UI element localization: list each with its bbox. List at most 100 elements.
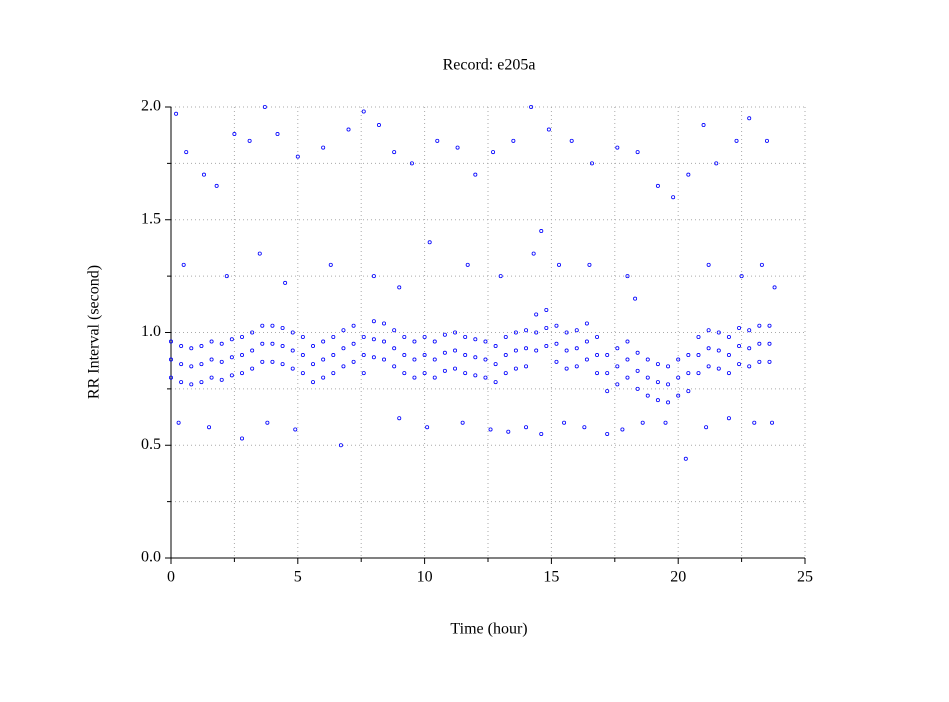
data-point [250, 348, 255, 353]
data-point [726, 416, 731, 421]
data-point [250, 330, 255, 335]
data-point [491, 150, 496, 155]
data-point [270, 341, 275, 346]
data-point [422, 353, 427, 358]
data-point [714, 161, 719, 166]
data-point [361, 371, 366, 376]
data-point [757, 323, 762, 328]
data-point [584, 339, 589, 344]
data-point [635, 368, 640, 373]
y-axis-label: RR Interval (second) [86, 265, 103, 399]
data-point [569, 138, 574, 143]
y-tick-label: 0.0 [141, 549, 161, 566]
data-point [539, 229, 544, 234]
data-point [371, 319, 376, 324]
data-point [534, 348, 539, 353]
data-point [455, 145, 460, 150]
data-point [534, 330, 539, 335]
data-point [511, 138, 516, 143]
data-point [483, 357, 488, 362]
data-point [432, 357, 437, 362]
y-tick-label: 1.0 [141, 323, 161, 340]
data-point [655, 183, 660, 188]
data-point [412, 339, 417, 344]
data-point [696, 371, 701, 376]
data-point [189, 364, 194, 369]
data-point [605, 431, 610, 436]
data-point [376, 123, 381, 128]
x-tick-label: 10 [417, 569, 433, 586]
data-point [442, 332, 447, 337]
data-point [615, 364, 620, 369]
data-point [371, 355, 376, 360]
data-point [666, 364, 671, 369]
data-point [493, 344, 498, 349]
data-point [686, 389, 691, 394]
data-point [625, 274, 630, 279]
data-point [488, 427, 493, 432]
data-point [554, 359, 559, 364]
data-point [179, 362, 184, 367]
data-point [676, 357, 681, 362]
data-point [584, 321, 589, 326]
data-point [539, 431, 544, 436]
data-point [564, 330, 569, 335]
data-point [453, 366, 458, 371]
data-point [402, 335, 407, 340]
data-point [562, 420, 567, 425]
data-point [300, 353, 305, 358]
data-point [645, 393, 650, 398]
data-point [209, 339, 214, 344]
data-point [473, 355, 478, 360]
data-point [747, 346, 752, 351]
data-point [219, 377, 224, 382]
data-point [493, 380, 498, 385]
data-point [402, 353, 407, 358]
data-point [270, 359, 275, 364]
data-point [321, 339, 326, 344]
data-point [262, 105, 267, 110]
data-point [341, 328, 346, 333]
data-point [209, 375, 214, 380]
data-point [422, 335, 427, 340]
data-point [635, 350, 640, 355]
data-point [174, 111, 179, 116]
data-point [435, 138, 440, 143]
data-point [201, 172, 206, 177]
data-point [747, 116, 752, 121]
data-point [767, 323, 772, 328]
data-point [351, 359, 356, 364]
data-point [427, 240, 432, 245]
data-point [498, 274, 503, 279]
data-point [716, 330, 721, 335]
x-tick-label: 25 [797, 569, 813, 586]
data-point [247, 138, 252, 143]
data-point [683, 456, 688, 461]
data-point [214, 183, 219, 188]
data-point [544, 307, 549, 312]
data-point [595, 335, 600, 340]
data-point [737, 325, 742, 330]
data-point [168, 339, 173, 344]
data-point [605, 353, 610, 358]
data-point [409, 161, 414, 166]
data-point [260, 323, 265, 328]
data-point [686, 371, 691, 376]
data-point [199, 380, 204, 385]
data-point [338, 443, 343, 448]
data-point [280, 325, 285, 330]
data-point [686, 353, 691, 358]
data-point [534, 312, 539, 317]
data-point [463, 371, 468, 376]
data-point [506, 429, 511, 434]
data-point [463, 335, 468, 340]
data-point [544, 344, 549, 349]
data-point [293, 427, 298, 432]
data-point [764, 138, 769, 143]
data-point [265, 420, 270, 425]
data-point [524, 328, 529, 333]
data-point [412, 357, 417, 362]
data-point [635, 150, 640, 155]
data-point [666, 382, 671, 387]
data-point [737, 362, 742, 367]
